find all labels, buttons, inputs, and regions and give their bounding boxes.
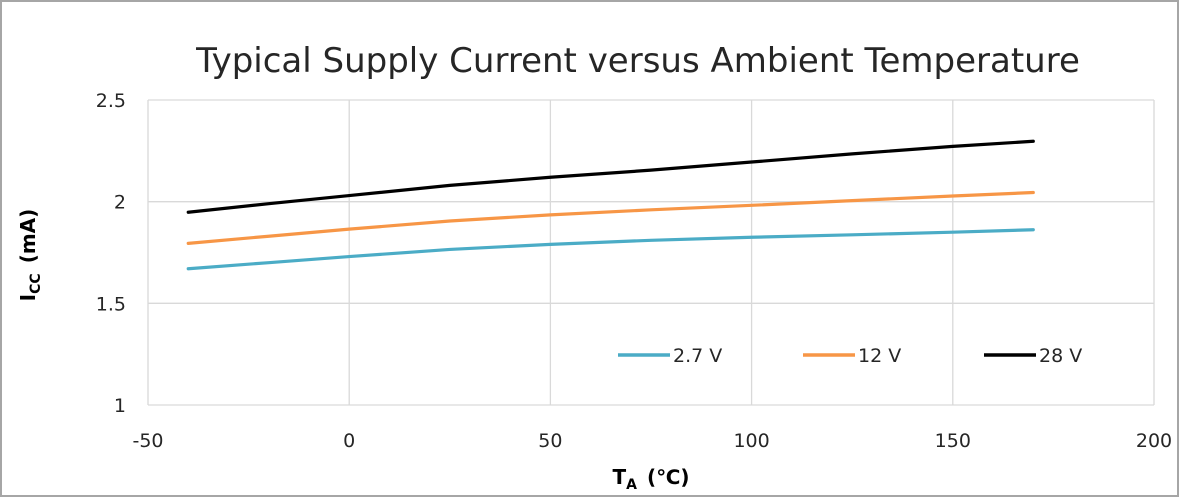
- x-tick-label: 150: [935, 430, 971, 452]
- x-tick-label: -50: [132, 430, 163, 452]
- y-axis-title-main: I: [16, 294, 40, 301]
- series-line-28-v: [186, 139, 1035, 214]
- gridlines: [147, 99, 1155, 406]
- y-axis-title-suffix: (mA): [16, 209, 40, 264]
- x-tick-labels: -50 0 50 100 150 200: [132, 430, 1172, 452]
- y-axis-title: ICC (mA): [16, 209, 44, 302]
- x-tick-label: 200: [1136, 430, 1172, 452]
- legend: 2.7 V 12 V 28 V: [618, 345, 1082, 367]
- series-line-2-7-v: [186, 228, 1035, 271]
- x-axis-title-main: T: [613, 465, 627, 489]
- y-tick-labels: 1 1.5 2 2.5: [96, 90, 126, 417]
- legend-label: 28 V: [1039, 345, 1082, 367]
- legend-label: 2.7 V: [673, 345, 722, 367]
- x-tick-label: 0: [343, 430, 355, 452]
- x-tick-label: 50: [538, 430, 562, 452]
- chart-title: Typical Supply Current versus Ambient Te…: [195, 41, 1080, 81]
- y-tick-label: 2: [114, 192, 126, 214]
- series-lines: [186, 139, 1035, 271]
- x-axis-title-sub: A: [626, 477, 637, 493]
- x-axis-title-suffix: (℃): [647, 465, 690, 489]
- series-line-12-v: [186, 190, 1035, 245]
- legend-label: 12 V: [858, 345, 901, 367]
- x-axis-title: TA (℃): [613, 465, 690, 493]
- y-tick-label: 1: [114, 395, 126, 417]
- y-tick-label: 2.5: [96, 90, 126, 112]
- y-axis-title-sub: CC: [28, 273, 44, 294]
- x-tick-label: 100: [733, 430, 769, 452]
- y-tick-label: 1.5: [96, 293, 126, 315]
